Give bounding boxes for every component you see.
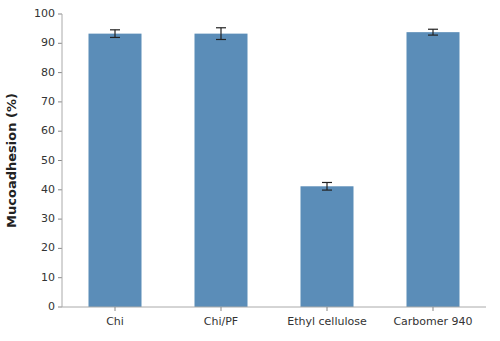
error-bar-cap [428, 34, 438, 35]
error-bar-cap [110, 37, 120, 38]
error-bar-stem [432, 29, 433, 35]
chart: 0 10 20 30 40 50 60 70 80 90 100 Mucoadhesion (%) Ch… [0, 0, 500, 341]
y-tick [58, 14, 62, 15]
error-bar-stem [114, 30, 115, 38]
y-axis: 0 10 20 30 40 50 60 70 80 90 100 [34, 7, 62, 313]
error-bar-stem [220, 28, 221, 40]
error-bar-stem [326, 182, 327, 190]
x-axis: Chi Chi/PF Ethyl cellulose Carbomer 940 [62, 307, 486, 328]
x-tick [221, 307, 222, 311]
error-bar [322, 182, 332, 190]
y-tick-label: 90 [41, 36, 55, 49]
y-tick [58, 160, 62, 161]
x-tick-label: Ethyl cellulose [287, 315, 367, 328]
bars [89, 28, 460, 307]
error-bar-cap [322, 189, 332, 190]
y-tick [58, 72, 62, 73]
y-tick-label: 40 [41, 183, 55, 196]
bar [407, 32, 460, 307]
y-tick [58, 248, 62, 249]
error-bar-cap [110, 29, 120, 30]
y-axis-label: Mucoadhesion (%) [4, 93, 19, 228]
x-axis-line [62, 307, 486, 308]
y-tick [58, 277, 62, 278]
error-bar-cap [428, 29, 438, 30]
y-tick [58, 101, 62, 102]
error-bar [428, 29, 438, 35]
error-bar-cap [216, 27, 226, 28]
x-tick-label: Chi [106, 315, 124, 328]
chart-container: 0 10 20 30 40 50 60 70 80 90 100 Mucoadhesion (%) Ch… [0, 0, 500, 341]
x-tick [327, 307, 328, 311]
y-tick [58, 219, 62, 220]
x-tick-label: Chi/PF [204, 315, 238, 328]
error-bar-cap [216, 39, 226, 40]
y-tick [58, 131, 62, 132]
y-tick [58, 43, 62, 44]
y-tick-label: 50 [41, 154, 55, 167]
bar [301, 186, 354, 307]
x-tick [433, 307, 434, 311]
y-tick-label: 30 [41, 212, 55, 225]
y-tick-label: 60 [41, 124, 55, 137]
y-tick-label: 20 [41, 241, 55, 254]
error-bar-cap [322, 182, 332, 183]
y-tick-label: 0 [48, 300, 55, 313]
y-tick [58, 189, 62, 190]
y-tick-label: 70 [41, 95, 55, 108]
error-bar [110, 30, 120, 38]
error-bar [216, 28, 226, 40]
y-tick [58, 307, 62, 308]
bar [89, 34, 142, 307]
bar [195, 34, 248, 307]
y-tick-label: 10 [41, 271, 55, 284]
y-axis-line [62, 14, 63, 307]
x-tick-label: Carbomer 940 [393, 315, 472, 328]
x-tick [115, 307, 116, 311]
y-tick-label: 100 [34, 7, 55, 20]
y-tick-label: 80 [41, 66, 55, 79]
